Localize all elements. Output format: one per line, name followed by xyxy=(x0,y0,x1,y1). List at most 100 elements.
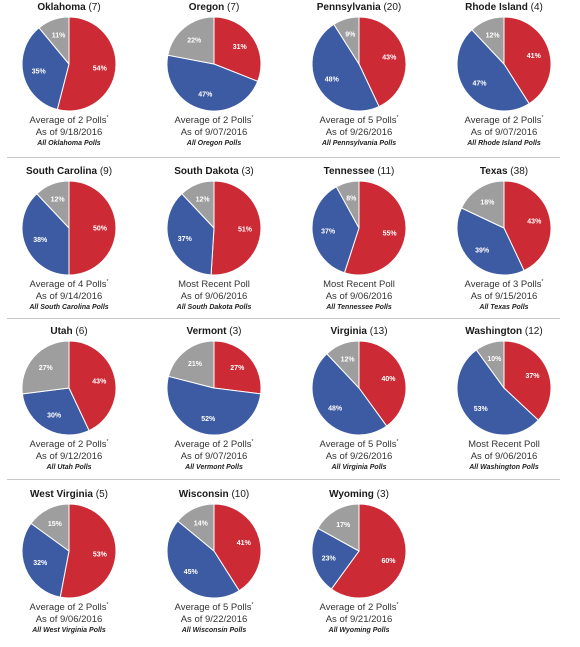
pie-slice-rep xyxy=(213,340,262,395)
state-name: Wisconsin xyxy=(178,489,229,500)
poll-date: As of 9/18/2016 xyxy=(35,127,103,138)
all-polls-link[interactable]: All Rhode Island Polls xyxy=(467,140,541,147)
pie-label-other: 12% xyxy=(341,357,356,364)
poll-summary-text: Average of 5 Polls xyxy=(319,115,397,127)
pie-label-dem: 47% xyxy=(472,81,487,88)
electoral-votes: (3) xyxy=(238,166,254,177)
all-polls-link[interactable]: All West Virginia Polls xyxy=(32,627,106,634)
state-pie-panel: Texas (38) 43% 39% 18% Average of 3 Polls* As… xyxy=(442,166,580,324)
pie-slice-dem xyxy=(456,29,530,112)
all-polls-link[interactable]: All Texas Polls xyxy=(479,304,529,311)
pie-label-rep: 40% xyxy=(381,376,396,383)
footnote-marker: * xyxy=(106,602,109,608)
state-title: Wyoming (3) xyxy=(297,489,421,500)
state-title: Wisconsin (10) xyxy=(152,489,276,500)
pie-label-rep: 53% xyxy=(93,551,108,558)
pie-slice-dem xyxy=(21,27,70,111)
poll-summary: Average of 5 Polls* xyxy=(297,439,421,450)
state-name: Vermont xyxy=(186,326,227,337)
footnote-marker: * xyxy=(396,602,399,608)
electoral-votes: (38) xyxy=(507,166,529,177)
pie-chart: 53% 32% 15% xyxy=(21,503,117,599)
pie-label-dem: 53% xyxy=(474,406,489,413)
pie-label-other: 12% xyxy=(51,197,66,204)
poll-summary-text: Average of 2 Polls xyxy=(174,115,252,127)
pie-label-dem: 37% xyxy=(321,228,336,235)
state-pie-panel: Wisconsin (10) 41% 45% 14% Average of 5 Poll… xyxy=(152,489,297,647)
state-name: South Dakota xyxy=(174,166,239,177)
poll-summary-text: Average of 3 Polls xyxy=(464,279,542,291)
pie-label-other: 8% xyxy=(346,196,357,203)
pie-label-other: 22% xyxy=(187,38,202,45)
poll-summary: Average of 2 Polls* xyxy=(442,115,566,126)
pie-chart: 51% 37% 12% xyxy=(166,180,262,276)
electoral-votes: (6) xyxy=(72,326,88,337)
pie-slice-other xyxy=(335,180,360,229)
all-polls-link[interactable]: All Utah Polls xyxy=(46,464,92,471)
pie-chart: 60% 23% 17% xyxy=(311,503,407,599)
pie-label-other: 27% xyxy=(39,365,54,372)
pie-slice-other xyxy=(471,16,505,66)
poll-date: As of 9/06/2016 xyxy=(180,291,248,302)
electoral-votes: (11) xyxy=(374,166,395,177)
poll-date: As of 9/26/2016 xyxy=(325,451,393,462)
all-polls-link[interactable]: All Wisconsin Polls xyxy=(181,627,247,634)
pie-label-rep: 41% xyxy=(527,53,542,60)
state-name: Rhode Island xyxy=(465,2,528,13)
state-title: Texas (38) xyxy=(442,166,566,177)
poll-summary: Average of 2 Polls* xyxy=(297,602,421,613)
state-name: Oklahoma xyxy=(37,2,86,13)
pie-label-rep: 43% xyxy=(527,219,542,226)
pie-label-rep: 51% xyxy=(238,227,253,234)
poll-summary-text: Average of 2 Polls xyxy=(319,602,397,614)
state-title: West Virginia (5) xyxy=(7,489,131,500)
poll-summary: Average of 5 Polls* xyxy=(152,602,276,613)
state-name: Pennsylvania xyxy=(316,2,381,13)
pie-label-rep: 43% xyxy=(92,379,107,386)
state-name: Washington xyxy=(465,326,523,337)
pie-slice-dem xyxy=(311,186,360,274)
poll-summary: Most Recent Poll xyxy=(297,279,421,290)
pie-slice-rep xyxy=(68,180,117,276)
all-polls-link[interactable]: All Pennsylvania Polls xyxy=(321,140,397,147)
footnote-marker: * xyxy=(396,115,399,121)
pie-chart: 43% 48% 9% xyxy=(311,16,407,112)
all-polls-link[interactable]: All Vermont Polls xyxy=(185,464,243,471)
pie-slice-other xyxy=(475,340,505,390)
all-polls-link[interactable]: All Tennessee Polls xyxy=(326,304,392,311)
pie-slice-other xyxy=(317,503,360,552)
state-name: Oregon xyxy=(188,2,225,13)
all-polls-link[interactable]: All Washington Polls xyxy=(469,464,539,471)
footnote-marker: * xyxy=(251,439,254,445)
all-polls-link[interactable]: All Wyoming Polls xyxy=(328,627,390,634)
all-polls-link[interactable]: All Virginia Polls xyxy=(331,464,387,471)
pie-slice-rep xyxy=(503,340,552,421)
state-name: West Virginia xyxy=(30,489,93,500)
footnote-marker: * xyxy=(251,602,254,608)
all-polls-link[interactable]: All South Carolina Polls xyxy=(29,304,109,311)
poll-summary-text: Average of 2 Polls xyxy=(29,602,107,614)
pie-slice-other xyxy=(167,340,215,389)
pie-label-rep: 27% xyxy=(230,365,245,372)
all-polls-link[interactable]: All Oregon Polls xyxy=(186,140,242,147)
all-polls-link[interactable]: All Oklahoma Polls xyxy=(37,140,101,147)
state-name: South Carolina xyxy=(25,166,98,177)
poll-summary: Average of 2 Polls* xyxy=(152,439,276,450)
poll-date: As of 9/21/2016 xyxy=(325,614,393,625)
pie-chart: 40% 48% 12% xyxy=(311,340,407,436)
poll-date: As of 9/07/2016 xyxy=(470,127,538,138)
all-polls-link[interactable]: All South Dakota Polls xyxy=(176,304,252,311)
pie-slice-other xyxy=(333,16,360,66)
pie-slice-other xyxy=(167,16,215,65)
state-pie-panel: Oregon (7) 31% 47% 22% Average of 2 Polls* As… xyxy=(152,2,297,160)
footnote-marker: * xyxy=(106,115,109,121)
state-pie-panel: Pennsylvania (20) 43% 48% 9% Average of 5 Po… xyxy=(297,2,442,160)
pie-slice-rep xyxy=(358,340,407,427)
pie-slice-rep xyxy=(343,180,407,276)
state-pie-panel: Oklahoma (7) 54% 35% 11% Average of 2 Polls*… xyxy=(7,2,152,160)
poll-summary-text: Average of 4 Polls xyxy=(29,279,107,291)
state-pie-panel: Wyoming (3) 60% 23% 17% Average of 2 Polls* A… xyxy=(297,489,442,647)
poll-date: As of 9/22/2016 xyxy=(180,614,248,625)
poll-summary: Most Recent Poll xyxy=(442,439,566,450)
state-title: South Dakota (3) xyxy=(152,166,276,177)
